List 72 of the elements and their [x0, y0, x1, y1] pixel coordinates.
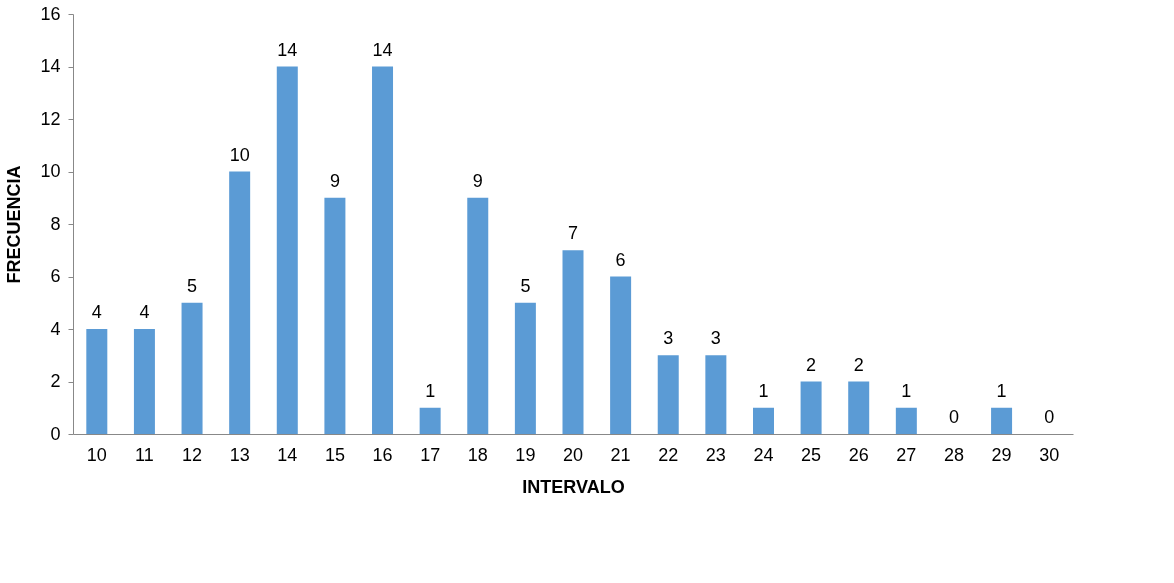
x-tick-label: 21 [610, 444, 631, 465]
bar [467, 197, 489, 434]
data-label: 2 [853, 354, 864, 375]
bar [514, 302, 536, 434]
x-tick-label: 10 [86, 444, 107, 465]
bar [562, 250, 584, 434]
x-axis-title: INTERVALO [522, 476, 625, 497]
y-axis-title: FRECUENCIA [4, 165, 25, 284]
y-tick-label: 12 [40, 108, 61, 129]
bar [610, 276, 632, 434]
bar [229, 171, 251, 434]
data-label: 2 [806, 354, 817, 375]
y-tick-label: 8 [50, 213, 61, 234]
data-label: 4 [91, 302, 102, 322]
bar [276, 66, 298, 434]
bar [419, 407, 441, 434]
x-tick-label: 11 [135, 444, 154, 465]
data-label: 9 [472, 170, 483, 191]
data-label: 0 [948, 407, 959, 427]
x-tick-label: 15 [324, 444, 345, 465]
data-label: 4 [139, 302, 150, 322]
bar [133, 329, 155, 434]
y-tick-label: 10 [40, 161, 61, 181]
data-label: 1 [758, 380, 769, 401]
data-label: 5 [187, 275, 198, 296]
bar [800, 381, 822, 434]
x-tick-label: 27 [896, 444, 917, 465]
x-tick-label: 28 [943, 444, 964, 465]
x-tick-label: 25 [801, 444, 822, 465]
x-tick-label: 20 [562, 444, 584, 465]
x-tick-label: 30 [1039, 444, 1060, 465]
bar [324, 197, 346, 434]
data-label: 14 [277, 39, 298, 60]
x-tick-label: 23 [705, 444, 726, 465]
x-tick-label: 13 [229, 444, 250, 465]
bar [991, 407, 1013, 434]
x-tick-label: 24 [753, 444, 774, 465]
x-tick-label: 22 [658, 444, 679, 465]
data-label: 1 [901, 380, 912, 401]
data-label: 3 [710, 328, 721, 349]
data-label: 1 [425, 380, 436, 401]
bar [848, 381, 870, 434]
y-tick-label: 16 [40, 3, 61, 24]
y-tick-label: 2 [50, 371, 61, 391]
data-label: 10 [229, 144, 250, 165]
bar [181, 302, 203, 434]
data-label: 1 [996, 380, 1007, 401]
data-label: 0 [1044, 407, 1055, 427]
x-tick-label: 18 [467, 444, 488, 465]
bar [86, 329, 108, 434]
bar [895, 407, 917, 434]
data-label: 3 [663, 328, 674, 349]
y-tick-label: 6 [50, 266, 61, 286]
data-label: 5 [520, 275, 531, 296]
data-label: 6 [615, 249, 626, 270]
y-tick-label: 4 [50, 318, 61, 339]
data-label: 9 [329, 170, 340, 191]
data-label: 7 [567, 223, 579, 244]
bar [372, 66, 394, 434]
x-tick-label: 29 [991, 444, 1012, 465]
x-tick-label: 17 [420, 444, 441, 465]
data-label: 14 [372, 39, 393, 60]
bar [657, 355, 679, 434]
x-tick-label: 16 [372, 444, 393, 465]
bar [752, 407, 774, 434]
x-tick-label: 12 [182, 444, 203, 465]
bar [705, 355, 727, 434]
y-tick-label: 14 [40, 56, 61, 76]
x-tick-label: 19 [515, 444, 536, 465]
x-tick-label: 26 [848, 444, 869, 465]
x-tick-label: 14 [277, 444, 298, 465]
y-tick-label: 0 [50, 423, 61, 444]
